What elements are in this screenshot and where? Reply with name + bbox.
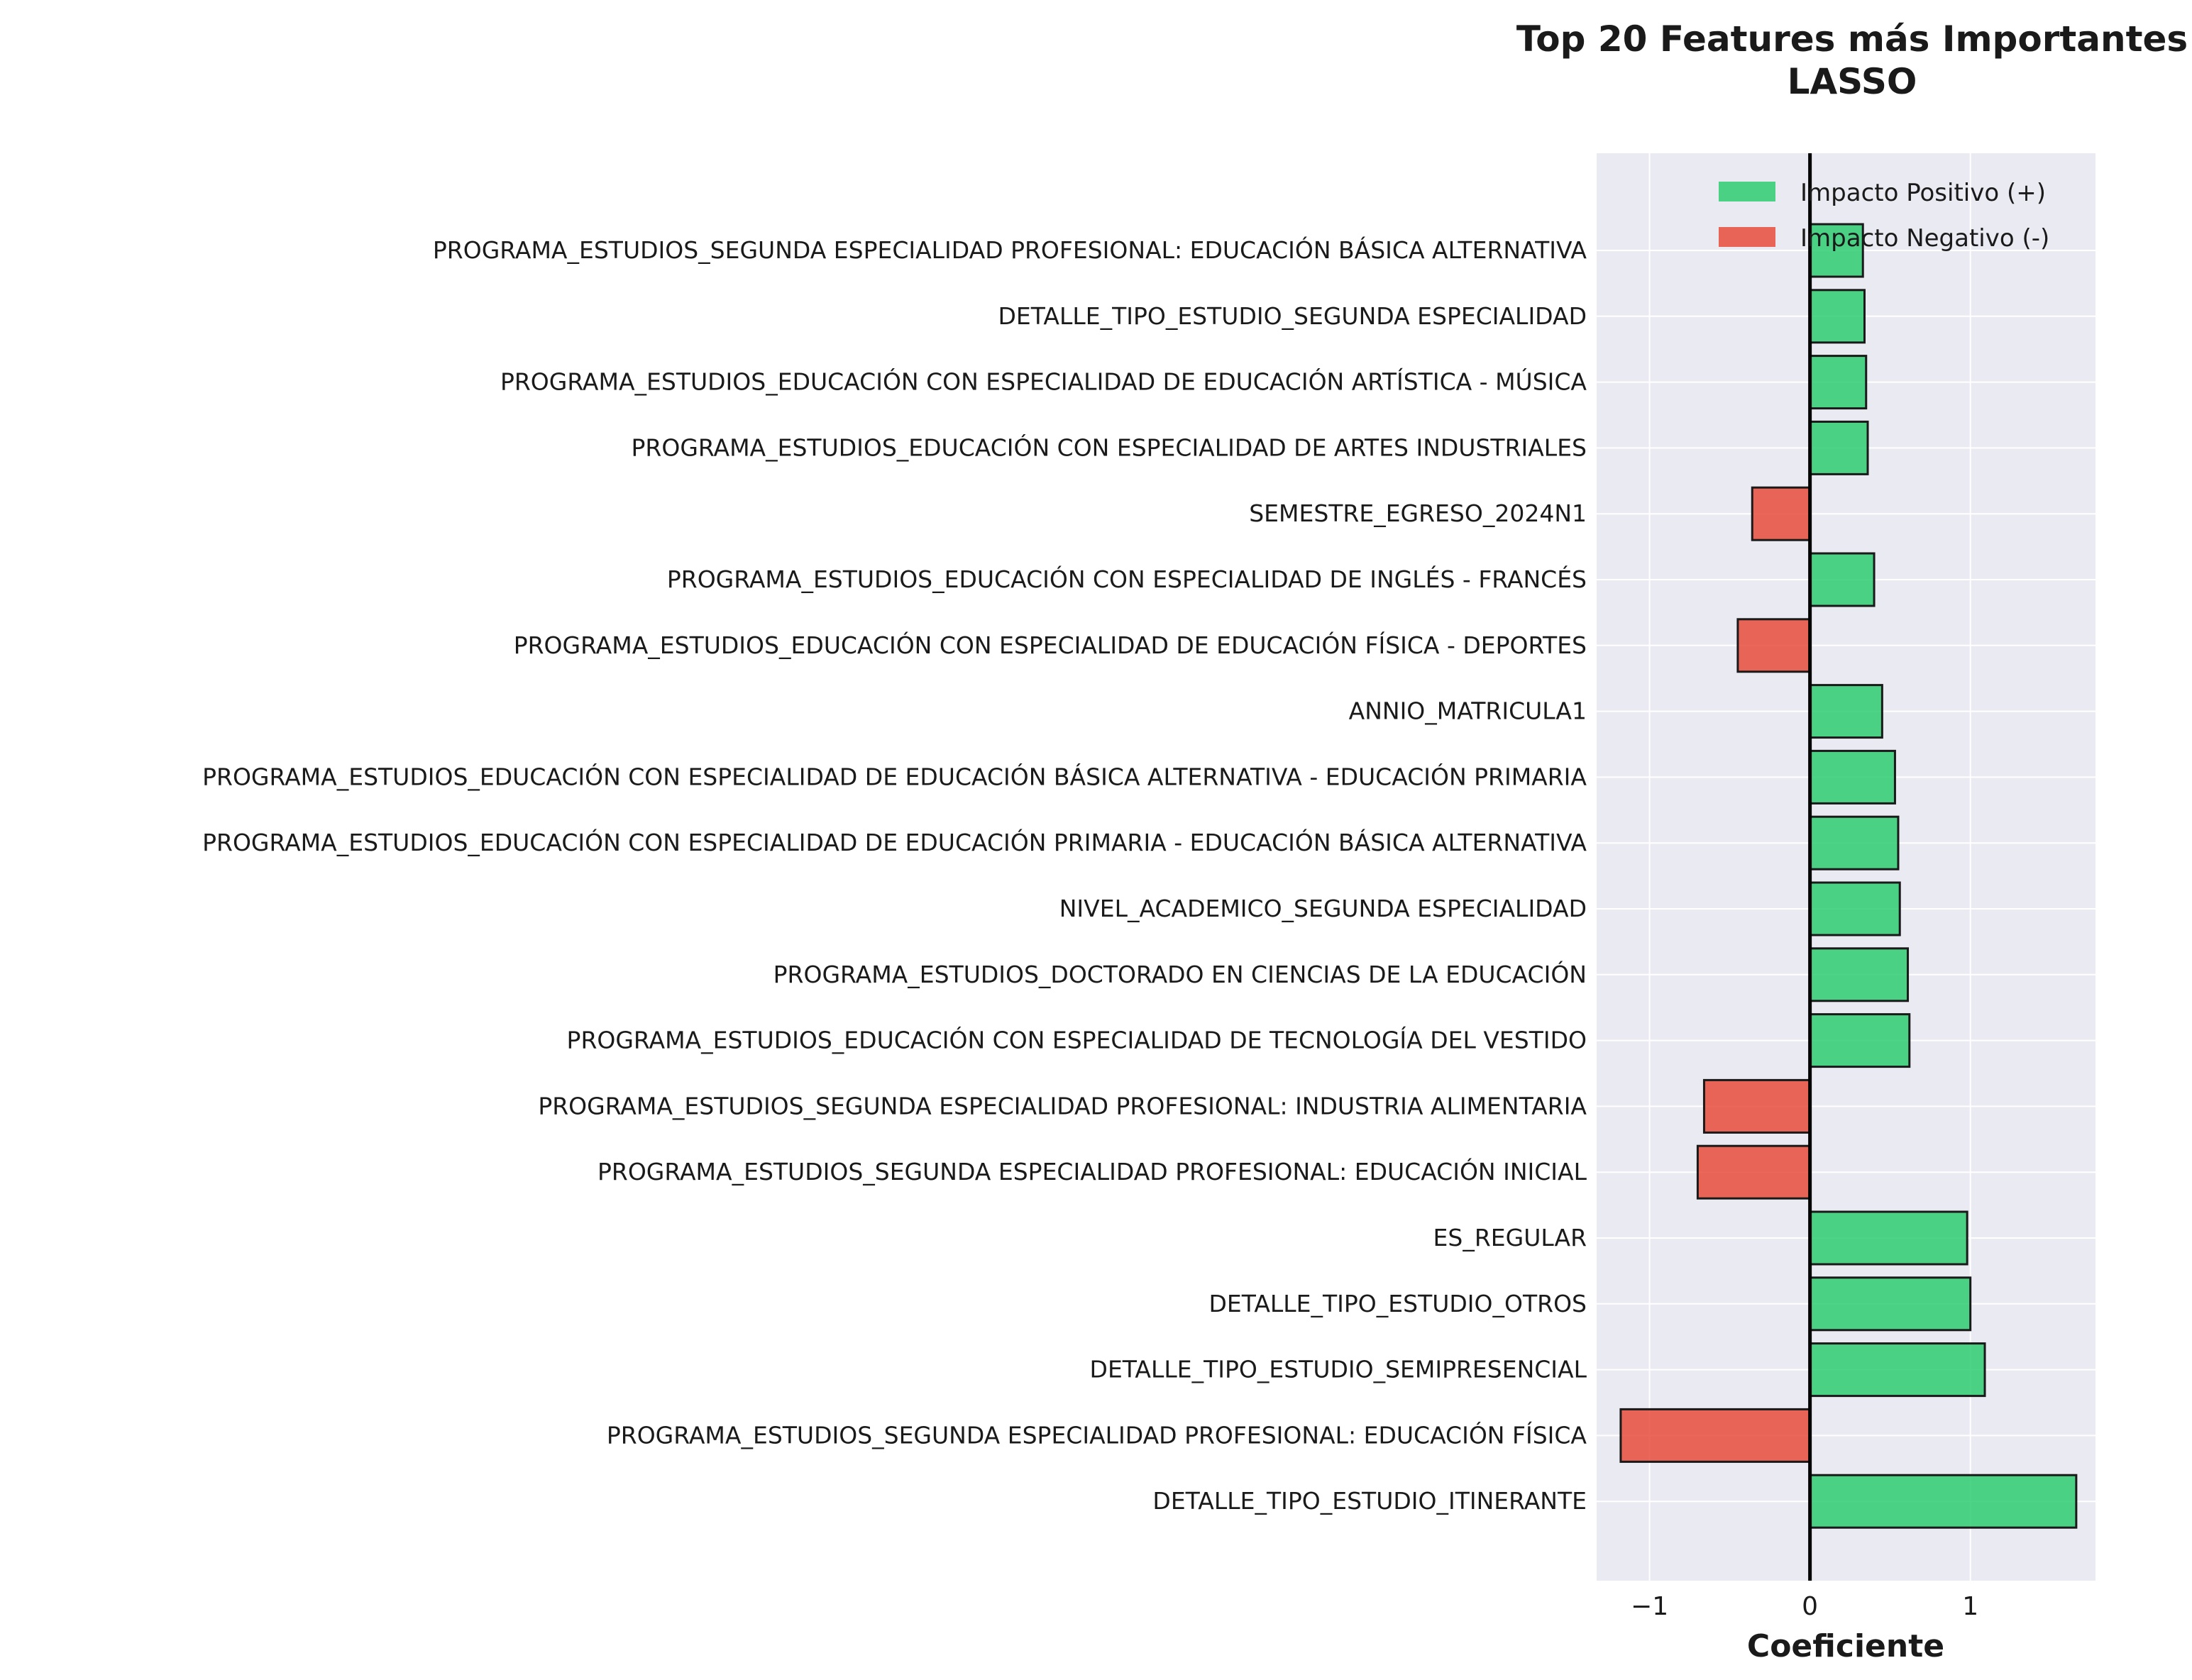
x-tick-label: 1 [1962, 1592, 1978, 1621]
y-tick-label: NIVEL_ACADEMICO_SEGUNDA ESPECIALIDAD [1059, 895, 1587, 922]
bar [1751, 486, 1812, 541]
legend-label-positive: Impacto Positivo (+) [1800, 179, 2046, 207]
bar [1809, 881, 1901, 936]
y-tick-label: DETALLE_TIPO_ESTUDIO_ITINERANTE [1152, 1487, 1587, 1515]
legend-swatch-negative [1719, 227, 1775, 247]
x-tick-label: −1 [1631, 1592, 1668, 1621]
chart-subtitle: LASSO [1788, 61, 1917, 102]
bar [1736, 618, 1812, 673]
y-tick-label: PROGRAMA_ESTUDIOS_EDUCACIÓN CON ESPECIAL… [632, 433, 1587, 461]
bar [1809, 420, 1869, 475]
bar [1809, 684, 1883, 739]
bar [1809, 749, 1896, 805]
bar [1809, 223, 1864, 278]
y-tick-label: PROGRAMA_ESTUDIOS_EDUCACIÓN CON ESPECIAL… [514, 631, 1587, 659]
y-tick-label: PROGRAMA_ESTUDIOS_SEGUNDA ESPECIALIDAD P… [538, 1092, 1587, 1120]
legend: Impacto Positivo (+) Impacto Negativo (-… [1719, 179, 2049, 253]
y-tick-label: DETALLE_TIPO_ESTUDIO_SEGUNDA ESPECIALIDA… [998, 302, 1587, 330]
chart-title: Top 20 Features más Importantes [1516, 18, 2188, 60]
y-tick-label: ES_REGULAR [1433, 1224, 1587, 1251]
y-tick-label: SEMESTRE_EGRESO_2024N1 [1249, 499, 1587, 527]
legend-swatch-positive [1719, 182, 1775, 201]
bar [1809, 1013, 1911, 1068]
y-tick-label: PROGRAMA_ESTUDIOS_SEGUNDA ESPECIALIDAD P… [607, 1420, 1587, 1449]
x-tick-labels: −1 0 1 [1631, 1592, 1978, 1621]
y-tick-label: PROGRAMA_ESTUDIOS_EDUCACIÓN CON ESPECIAL… [667, 565, 1587, 593]
bar [1809, 947, 1910, 1002]
bar [1809, 289, 1866, 344]
bar [1696, 1144, 1812, 1200]
bar [1619, 1408, 1812, 1463]
bars [1619, 223, 2078, 1529]
y-tick-label: PROGRAMA_ESTUDIOS_EDUCACIÓN CON ESPECIAL… [202, 828, 1587, 856]
y-tick-label: PROGRAMA_ESTUDIOS_SEGUNDA ESPECIALIDAD P… [433, 236, 1587, 264]
y-tick-labels: PROGRAMA_ESTUDIOS_SEGUNDA ESPECIALIDAD P… [202, 236, 1587, 1515]
bar [1809, 355, 1868, 410]
y-tick-label: PROGRAMA_ESTUDIOS_SEGUNDA ESPECIALIDAD P… [597, 1157, 1587, 1186]
bar [1809, 815, 1900, 871]
bar [1809, 552, 1876, 607]
bar [1809, 1276, 1972, 1332]
x-axis-label: Coeficiente [1747, 1628, 1944, 1664]
bar [1809, 1342, 1986, 1398]
y-tick-label: DETALLE_TIPO_ESTUDIO_SEMIPRESENCIAL [1090, 1356, 1587, 1383]
y-tick-label: PROGRAMA_ESTUDIOS_EDUCACIÓN CON ESPECIAL… [202, 762, 1587, 790]
bar [1702, 1078, 1812, 1134]
y-tick-label: PROGRAMA_ESTUDIOS_DOCTORADO EN CIENCIAS … [773, 960, 1587, 988]
legend-label-negative: Impacto Negativo (-) [1800, 224, 2049, 253]
bar [1809, 1474, 2078, 1529]
bar [1809, 1210, 1968, 1266]
y-tick-label: ANNIO_MATRICULA1 [1349, 697, 1587, 725]
y-tick-label: PROGRAMA_ESTUDIOS_EDUCACIÓN CON ESPECIAL… [567, 1026, 1587, 1054]
x-tick-label: 0 [1802, 1592, 1818, 1621]
y-tick-label: PROGRAMA_ESTUDIOS_EDUCACIÓN CON ESPECIAL… [500, 368, 1587, 396]
y-tick-label: DETALLE_TIPO_ESTUDIO_OTROS [1208, 1290, 1587, 1317]
